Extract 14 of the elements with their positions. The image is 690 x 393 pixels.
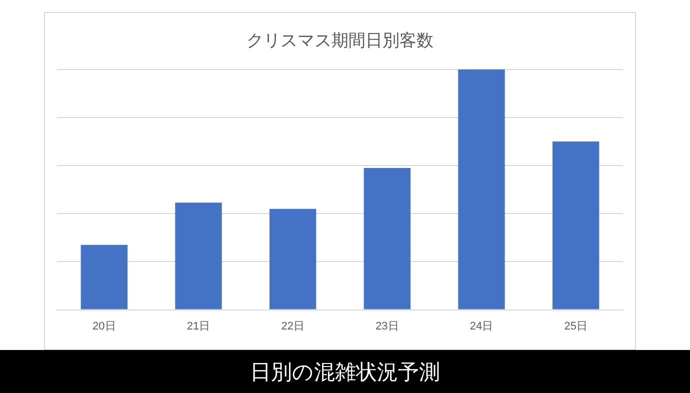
bar (80, 244, 128, 310)
bar (458, 69, 505, 310)
text: 日別の混雑状況予測 (250, 360, 440, 386)
bar (552, 142, 600, 310)
chart-title: クリスマス期間日別客数 (246, 30, 434, 50)
bar (269, 208, 316, 310)
x-tick-label: 22日 (281, 320, 304, 332)
x-tick-label: 23日 (376, 320, 399, 332)
bar (364, 168, 411, 310)
x-tick-label: 25日 (564, 320, 588, 332)
bar (175, 202, 222, 310)
x-tick-label: 20日 (92, 320, 116, 332)
x-tick-label: 24日 (470, 320, 494, 332)
x-tick-label: 21日 (186, 320, 210, 332)
